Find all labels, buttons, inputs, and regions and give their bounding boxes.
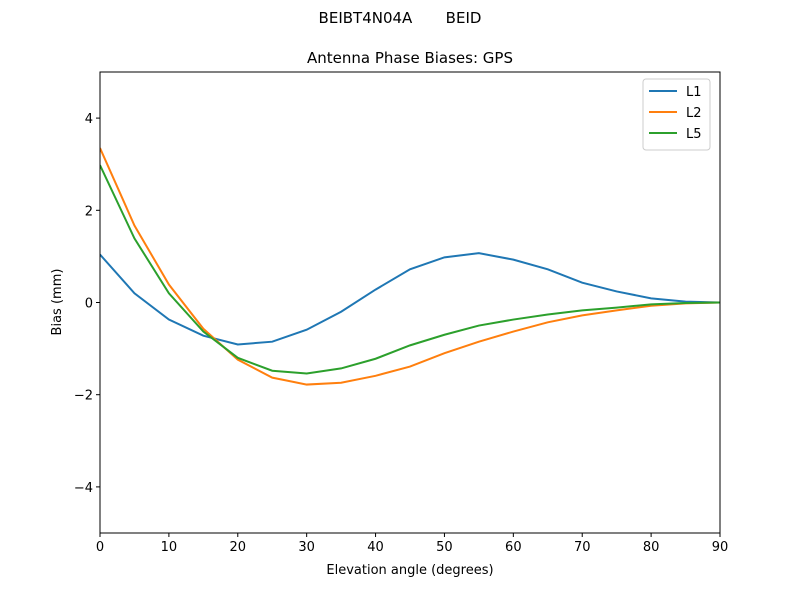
x-tick-label: 80 [643, 540, 660, 555]
x-tick-label: 50 [436, 540, 453, 555]
line-series [100, 164, 720, 375]
x-tick-label: 90 [712, 540, 729, 555]
chart-title: Antenna Phase Biases: GPS [307, 49, 513, 67]
y-axis-label: Bias (mm) [50, 269, 65, 336]
x-tick-label: 10 [161, 540, 178, 555]
x-tick-label: 20 [230, 540, 247, 555]
y-tick-label: −2 [74, 389, 93, 404]
line-series [100, 252, 720, 346]
line-series [100, 147, 720, 386]
legend-label: L2 [686, 106, 702, 121]
plot-frame [99, 71, 721, 534]
y-tick-label: 0 [85, 297, 93, 312]
x-axis-label: Elevation angle (degrees) [326, 563, 493, 578]
y-tick-label: 2 [85, 204, 93, 219]
x-tick-label: 30 [298, 540, 315, 555]
suptitle: BEIBT4N04A BEID [319, 9, 482, 27]
x-tick-label: 0 [96, 540, 104, 555]
legend-label: L1 [686, 85, 702, 100]
x-tick-label: 70 [574, 540, 591, 555]
x-tick-label: 60 [505, 540, 522, 555]
y-tick-label: 4 [85, 112, 93, 127]
x-tick-label: 40 [367, 540, 384, 555]
legend-label: L5 [686, 127, 702, 142]
y-tick-label: −4 [74, 481, 93, 496]
